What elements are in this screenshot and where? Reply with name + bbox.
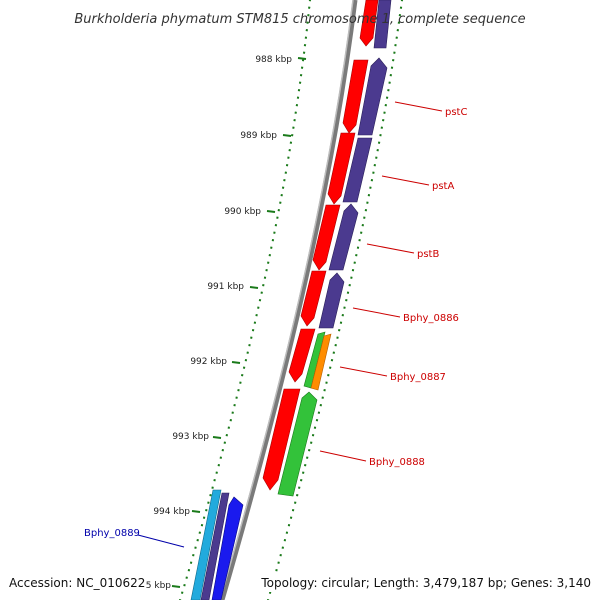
gene-arrow-purple[interactable] <box>318 272 345 329</box>
gene-arrow-purple[interactable] <box>373 0 392 49</box>
tick-mark <box>249 286 259 289</box>
topology-text: Topology: circular; Length: 3,479,187 bp… <box>260 576 591 590</box>
scale-track-outer <box>267 0 404 600</box>
gene-label-bphy-0887[interactable]: Bphy_0887 <box>390 372 446 383</box>
tick-label: 994 kbp <box>153 507 190 517</box>
leader-line <box>381 175 430 186</box>
gene-arrow-red[interactable] <box>312 204 341 271</box>
tick-label: 990 kbp <box>224 207 261 217</box>
gene-arrow-red[interactable] <box>327 132 356 205</box>
tick-labels: 988 kbp 989 kbp 990 kbp 991 kbp 992 kbp … <box>146 55 293 591</box>
forward-strand-genes <box>277 0 392 497</box>
tick-mark <box>171 585 181 588</box>
leader-line <box>319 450 367 462</box>
gene-arrow-red[interactable] <box>300 270 327 327</box>
gene-arrow-purple[interactable] <box>357 57 388 136</box>
tick-mark <box>297 57 307 60</box>
tick-mark <box>191 510 201 513</box>
gene-label-pstB[interactable]: pstB <box>417 249 439 260</box>
footer-bg-left <box>4 572 146 592</box>
gene-arrow-red[interactable] <box>288 328 316 383</box>
gene-labels: pstC pstA pstB Bphy_0886 Bphy_0887 Bphy_… <box>84 107 467 539</box>
tick-mark <box>212 436 222 439</box>
tick-label: 5 kbp <box>146 581 172 591</box>
tick-label: 989 kbp <box>240 131 277 141</box>
tick-mark <box>282 134 292 137</box>
leader-line <box>366 243 415 254</box>
gene-arrow-purple[interactable] <box>342 137 373 203</box>
gene-arrow-purple[interactable] <box>328 203 359 271</box>
chromosome-backbone <box>219 0 358 600</box>
gene-arrow-red[interactable] <box>262 388 301 491</box>
leader-line <box>137 534 185 548</box>
gene-label-pstA[interactable]: pstA <box>432 181 454 192</box>
leader-line <box>339 366 388 377</box>
gene-arrow-green[interactable] <box>277 391 318 497</box>
map-title: Burkholderia phymatum STM815 chromosome … <box>74 12 525 27</box>
gene-arrow-blue[interactable] <box>211 496 244 600</box>
gene-arrow-purple[interactable] <box>200 492 230 600</box>
gene-label-bphy-0888[interactable]: Bphy_0888 <box>369 457 425 468</box>
tick-label: 993 kbp <box>172 432 209 442</box>
chromosome-backbone-highlight <box>219 0 354 600</box>
gene-arrow-orange[interactable] <box>310 333 332 391</box>
tick-label: 991 kbp <box>207 282 244 292</box>
tick-label: 988 kbp <box>255 55 292 65</box>
gene-label-bphy-0886[interactable]: Bphy_0886 <box>403 313 459 324</box>
lower-strand-genes <box>190 489 244 600</box>
footer-bg-right <box>256 572 596 592</box>
gene-arrow-cyan[interactable] <box>190 489 222 600</box>
leader-line <box>394 101 443 112</box>
tick-label: 992 kbp <box>190 357 227 367</box>
scale-track-inner <box>179 0 312 600</box>
gene-arrow-red[interactable] <box>342 59 369 134</box>
label-leaders <box>137 101 443 548</box>
tick-mark <box>266 210 276 213</box>
tick-marks <box>171 57 307 588</box>
gene-label-pstC[interactable]: pstC <box>445 107 467 118</box>
leader-line <box>352 307 401 318</box>
gene-label-bphy-0889[interactable]: Bphy_0889 <box>84 528 140 539</box>
tick-mark <box>231 361 241 364</box>
accession-text: Accession: NC_010622 <box>9 576 145 590</box>
gene-arrow-red[interactable] <box>359 0 379 47</box>
reverse-strand-genes <box>262 0 379 491</box>
